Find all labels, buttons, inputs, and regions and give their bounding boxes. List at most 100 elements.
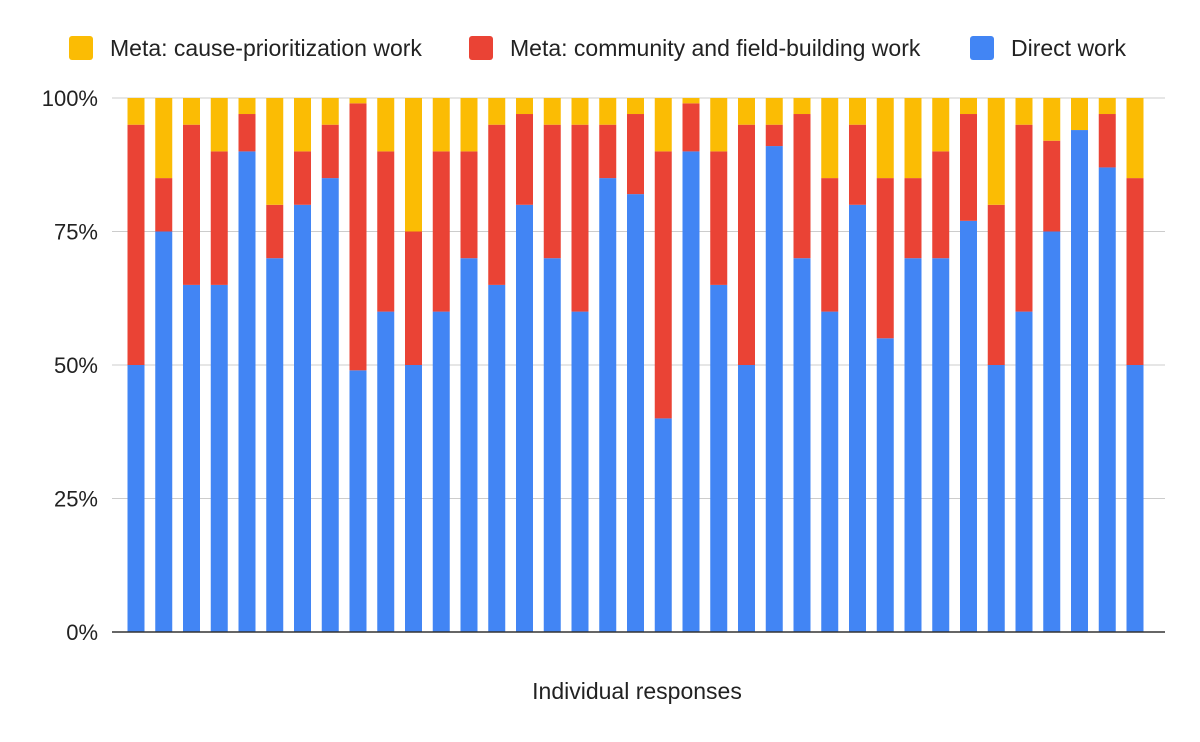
bar-segment	[321, 124, 339, 179]
bar-segment	[571, 124, 589, 312]
bar-segment	[987, 365, 1005, 632]
legend: Meta: cause-prioritization work Meta: com…	[69, 35, 1127, 61]
bar-segment	[349, 370, 367, 632]
bar-segment	[932, 98, 950, 152]
bar-segment	[571, 98, 589, 125]
bar-segment	[765, 98, 783, 125]
y-tick-label: 0%	[66, 620, 98, 645]
bar-segment	[765, 146, 783, 632]
bar-segment	[682, 151, 700, 632]
bar-segment	[571, 311, 589, 632]
bar-segment	[266, 204, 284, 259]
bar-segment	[932, 258, 950, 632]
bar-segment	[543, 124, 561, 259]
bar-segment	[987, 98, 1005, 205]
bar-segment	[987, 204, 1005, 365]
bar-segment	[682, 103, 700, 152]
bar-segment	[127, 98, 145, 125]
bar-segment	[210, 98, 228, 152]
bar-segment	[904, 178, 922, 259]
bar-segment	[904, 258, 922, 632]
bar-segment	[849, 204, 866, 633]
bar-segment	[932, 151, 950, 259]
bar-segment	[488, 98, 506, 125]
bar-segment	[1071, 130, 1088, 633]
bar-segment	[543, 98, 561, 125]
bar-segment	[960, 98, 977, 115]
bar-segment	[377, 151, 395, 312]
bar-segment	[599, 178, 617, 632]
bar-segment	[210, 284, 228, 632]
legend-swatch	[469, 36, 493, 60]
bar-segment	[654, 151, 672, 419]
bar-segment	[710, 151, 728, 285]
bar-segment	[1043, 231, 1061, 632]
bar-segment	[849, 124, 866, 205]
bar-segment	[821, 311, 839, 632]
y-tick-label: 100%	[42, 86, 98, 111]
bar-segment	[488, 284, 506, 632]
bar-segment	[627, 114, 644, 195]
bar-segment	[321, 98, 339, 125]
bar-segment	[460, 258, 478, 632]
bar-segment	[627, 194, 644, 632]
bar-segment	[238, 98, 256, 115]
bar-segment	[1071, 98, 1088, 131]
bar-segment	[960, 114, 977, 221]
bar-segment	[821, 178, 839, 312]
legend-swatch	[69, 36, 93, 60]
bar-segment	[821, 98, 839, 179]
y-axis-ticks: 0% 25% 50% 75% 100%	[42, 86, 98, 645]
bar-segment	[349, 103, 367, 371]
bar-segment	[654, 98, 672, 152]
bar-segment	[876, 98, 894, 179]
y-tick-label: 75%	[54, 220, 98, 245]
bar-segment	[127, 124, 145, 365]
bar-segment	[405, 98, 422, 232]
bar-segment	[210, 151, 228, 285]
bar-segment	[516, 204, 533, 633]
bar-segment	[793, 258, 811, 632]
x-axis-title: Individual responses	[532, 678, 742, 704]
bar-segment	[1098, 114, 1116, 168]
bar-segment	[1043, 140, 1061, 232]
bar-segment	[682, 98, 700, 104]
bar-segment	[294, 204, 311, 633]
legend-label: Direct work	[1011, 35, 1127, 61]
bar-segment	[1126, 178, 1144, 365]
bar-segment	[516, 114, 533, 205]
bar-segment	[294, 98, 311, 152]
bar-segment	[405, 365, 422, 632]
bar-segment	[238, 151, 256, 632]
bar-segment	[432, 98, 450, 152]
bar-segment	[627, 98, 644, 115]
legend-label: Meta: cause-prioritization work	[110, 35, 422, 61]
bar-segment	[155, 178, 173, 232]
bar-segment	[1043, 98, 1061, 141]
bar-segment	[460, 151, 478, 259]
bar-segment	[960, 220, 977, 632]
bar-segment	[710, 98, 728, 152]
bar-segment	[266, 98, 284, 205]
bar-segment	[432, 151, 450, 312]
y-tick-label: 25%	[54, 487, 98, 512]
y-tick-label: 50%	[54, 353, 98, 378]
bar-segment	[377, 98, 395, 152]
bar-segment	[849, 98, 866, 125]
bar-segment	[1015, 98, 1033, 125]
bar-segment	[599, 124, 617, 179]
bar-segment	[321, 178, 339, 632]
legend-label: Meta: community and field-building work	[510, 35, 921, 61]
bar-segment	[793, 98, 811, 115]
bar-segment	[1098, 98, 1116, 115]
bar-segment	[266, 258, 284, 632]
bar-segment	[738, 124, 755, 365]
bar-segment	[1098, 167, 1116, 633]
bar-segment	[793, 114, 811, 259]
bar-segment	[1126, 98, 1144, 179]
bar-segment	[710, 284, 728, 632]
bar-segment	[349, 98, 367, 104]
bar-segment	[876, 178, 894, 339]
bar-segment	[294, 151, 311, 205]
